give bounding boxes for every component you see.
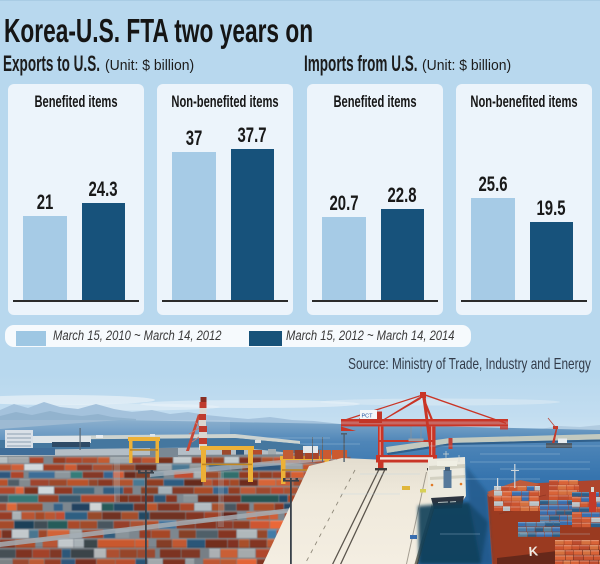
svg-text:K: K	[528, 543, 539, 559]
svg-text:PCT: PCT	[362, 414, 374, 420]
